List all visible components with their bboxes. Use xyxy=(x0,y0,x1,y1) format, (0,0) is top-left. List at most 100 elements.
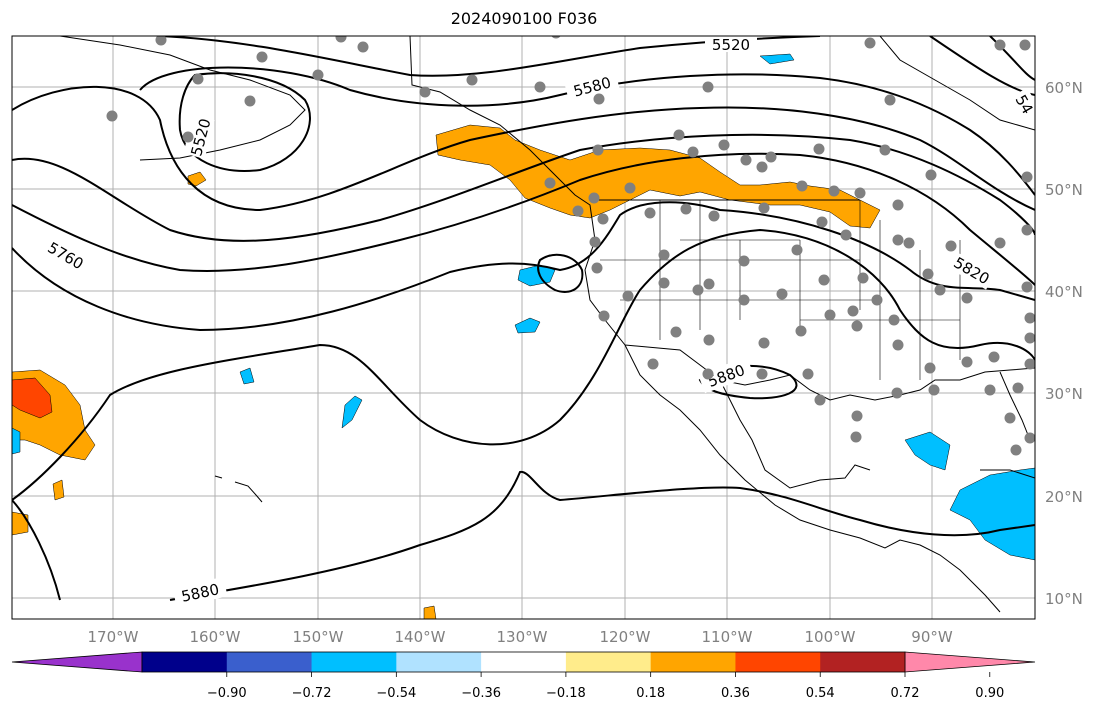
latitude-tick-label: 10°N xyxy=(1045,590,1083,608)
positive-anomaly-small-3 xyxy=(52,479,65,501)
station-dot xyxy=(703,334,715,346)
colorbar-segment xyxy=(142,652,228,672)
cuba xyxy=(980,469,1035,479)
station-dot xyxy=(851,320,863,332)
station-dot xyxy=(593,93,605,105)
station-dot xyxy=(922,268,934,280)
longitude-tick-label: 150°W xyxy=(293,628,344,646)
latitude-tick-label: 20°N xyxy=(1045,488,1083,506)
colorbar-segment xyxy=(820,652,906,672)
colorbar-tick-label: −0.18 xyxy=(546,686,586,701)
hawaii-1 xyxy=(214,475,223,479)
station-dot xyxy=(864,37,876,49)
station-dot xyxy=(857,272,869,284)
station-dot xyxy=(192,73,204,85)
colorbar-tick-label: 0.54 xyxy=(806,686,835,701)
station-dot xyxy=(828,185,840,197)
station-dot xyxy=(847,305,859,317)
station-dot xyxy=(551,36,561,39)
alaska-coast xyxy=(59,36,306,161)
latitude-tick-label: 50°N xyxy=(1045,181,1083,199)
contour-5880-main xyxy=(12,228,1035,501)
station-dot xyxy=(850,431,862,443)
colorbar-extend-max xyxy=(904,651,1036,673)
station-dot xyxy=(758,202,770,214)
contour-5820-cutoff xyxy=(537,253,584,293)
negative-anomaly-caribbean xyxy=(949,467,1035,561)
contour-5820 xyxy=(12,201,1035,332)
latitude-labels: 60°N 50°N 40°N 30°N 20°N 10°N xyxy=(1045,79,1083,608)
station-dot xyxy=(687,146,699,158)
station-dot xyxy=(591,262,603,274)
station-dot xyxy=(1004,412,1016,424)
station-dot xyxy=(934,284,946,296)
colorbar-tick-label: 0.18 xyxy=(636,686,665,701)
station-dot xyxy=(961,292,973,304)
station-dot xyxy=(182,131,194,143)
station-dot xyxy=(756,368,768,380)
station-dot xyxy=(945,240,957,252)
negative-anomaly-offshore-2 xyxy=(514,317,541,334)
positive-anomaly-small-4 xyxy=(423,605,437,619)
station-dot xyxy=(357,41,369,53)
station-dot xyxy=(597,213,609,225)
negative-anomaly-gulf xyxy=(904,431,951,471)
station-dot xyxy=(588,192,600,204)
negative-anomaly-west-edge xyxy=(12,427,21,455)
station-dot xyxy=(658,277,670,289)
station-dot xyxy=(1024,358,1035,370)
station-dot xyxy=(718,139,730,151)
station-dot xyxy=(1010,444,1022,456)
station-dot xyxy=(813,143,825,155)
station-dot xyxy=(622,290,634,302)
mexico-gulf-coast xyxy=(719,379,871,489)
station-dot xyxy=(879,144,891,156)
contour-5640 xyxy=(12,85,1035,212)
longitude-tick-label: 120°W xyxy=(600,628,651,646)
station-dot xyxy=(924,362,936,374)
colorbar-extend-min xyxy=(11,651,143,673)
station-dot xyxy=(1021,224,1033,236)
station-dot xyxy=(738,294,750,306)
station-dot xyxy=(791,244,803,256)
station-dot xyxy=(155,36,167,46)
colorbar-segment xyxy=(226,652,313,672)
anomaly-shading xyxy=(12,53,1035,619)
station-dot xyxy=(680,203,692,215)
station-dot xyxy=(818,274,830,286)
positive-anomaly-small-1 xyxy=(12,511,29,536)
station-dot xyxy=(647,358,659,370)
colorbar-segment xyxy=(650,652,736,672)
longitude-tick-label: 160°W xyxy=(190,628,241,646)
colorbar-segment xyxy=(735,652,821,672)
negative-anomaly-pacific-2 xyxy=(239,367,255,385)
station-dot xyxy=(1019,39,1031,51)
station-dot xyxy=(1024,332,1035,344)
station-dot xyxy=(740,154,752,166)
station-dot xyxy=(419,86,431,98)
longitude-tick-label: 130°W xyxy=(497,628,548,646)
station-dot xyxy=(1012,382,1024,394)
contour-5760 xyxy=(12,152,1035,286)
colorbar-segment xyxy=(481,652,567,672)
latitude-tick-label: 60°N xyxy=(1045,79,1083,97)
florida xyxy=(999,371,1031,441)
longitude-labels: 170°W 160°W 150°W 140°W 130°W 120°W 110°W 100°W… xyxy=(88,628,953,646)
station-dot xyxy=(466,74,478,86)
station-dot xyxy=(814,394,826,406)
station-dot xyxy=(312,69,324,81)
station-dot xyxy=(892,339,904,351)
station-dot xyxy=(624,182,636,194)
station-dot xyxy=(758,337,770,349)
colorbar-tick-label: −0.72 xyxy=(292,686,332,701)
latitude-tick-label: 30°N xyxy=(1045,385,1083,403)
latitude-tick-label: 40°N xyxy=(1045,283,1083,301)
gulf-coast xyxy=(719,367,1035,401)
colorbar: −0.90 −0.72 −0.54 −0.36 −0.18 0.18 0.36 0.54 0.7… xyxy=(11,651,1036,701)
station-dot xyxy=(884,94,896,106)
station-dot xyxy=(994,39,1006,51)
contour-5700 xyxy=(12,133,1035,242)
station-dot xyxy=(925,169,937,181)
coastlines xyxy=(59,36,1035,613)
